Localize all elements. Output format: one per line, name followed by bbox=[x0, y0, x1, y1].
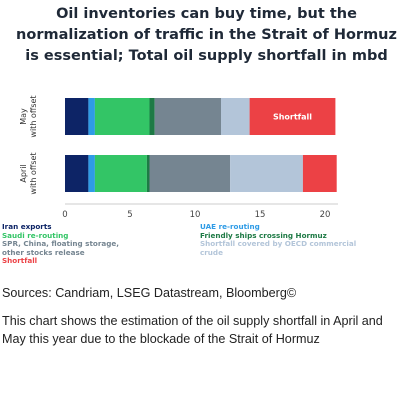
bar-segment-spr-china-floating-storage-other-stocks-release bbox=[149, 155, 231, 192]
annotation-shortfall: Shortfall bbox=[273, 113, 312, 122]
legend-item-shortfall: Shortfall bbox=[2, 256, 38, 266]
x-tick-label: 0 bbox=[62, 210, 67, 220]
bar-segment-shortfall bbox=[302, 155, 337, 192]
legend-item-friendly-ships: Friendly ships crossing Hormuz bbox=[200, 230, 327, 240]
bar-segment-saudi-re-routing bbox=[94, 98, 150, 135]
bar-segment-friendly-ships-crossing-hormuz bbox=[149, 98, 155, 135]
x-tick-label: 15 bbox=[255, 210, 266, 220]
bar-segment-saudi-re-routing bbox=[94, 155, 147, 192]
category-label: Maywith offset bbox=[19, 95, 38, 137]
bar-segment-uae-re-routing bbox=[88, 98, 95, 135]
chart-title-line: normalization of traffic in the Strait o… bbox=[16, 27, 397, 43]
bar-segment-uae-re-routing bbox=[88, 155, 95, 192]
bar-segment-spr-china-floating-storage-other-stocks-release bbox=[154, 98, 221, 135]
x-tick-label: 5 bbox=[127, 210, 132, 220]
sources-note: Sources: Candriam, LSEG Datastream, Bloo… bbox=[2, 286, 297, 300]
bar-segment-friendly-ships-crossing-hormuz bbox=[146, 155, 150, 192]
category-label: Aprilwith offset bbox=[19, 152, 38, 194]
legend-item-iran-exports: Iran exports bbox=[2, 222, 52, 231]
bar-segment-shortfall-covered-by-oecd-commercial-crude bbox=[221, 98, 250, 135]
stacked-bar-chart: Maywith offset Aprilwith offset Shortfall 0… bbox=[19, 95, 338, 220]
legend-item-saudi-re-routing: Saudi re-routing bbox=[2, 230, 69, 240]
bar-segment-iran-exports bbox=[65, 155, 89, 192]
chart-description: This chart shows the estimation of the o… bbox=[2, 314, 383, 347]
chart-title: Oil inventories can buy time, but the no… bbox=[0, 4, 413, 67]
x-tick-label: 20 bbox=[320, 210, 331, 220]
bar-segment-shortfall bbox=[249, 98, 336, 135]
legend-item-uae-re-routing: UAE re-routing bbox=[200, 222, 260, 231]
x-tick-label: 10 bbox=[190, 210, 201, 220]
chart-title-line: is essential; Total oil supply shortfall… bbox=[25, 48, 388, 64]
bar-segment-iran-exports bbox=[65, 98, 89, 135]
chart-title-line: Oil inventories can buy time, but the bbox=[56, 6, 357, 22]
legend-item-spr-stocks-release: SPR, China, floating storage, other stoc… bbox=[2, 239, 119, 257]
legend-item-oecd-commercial-crude: Shortfall covered by OECD commercial cru… bbox=[200, 239, 357, 257]
bar-segment-shortfall-covered-by-oecd-commercial-crude bbox=[230, 155, 303, 192]
